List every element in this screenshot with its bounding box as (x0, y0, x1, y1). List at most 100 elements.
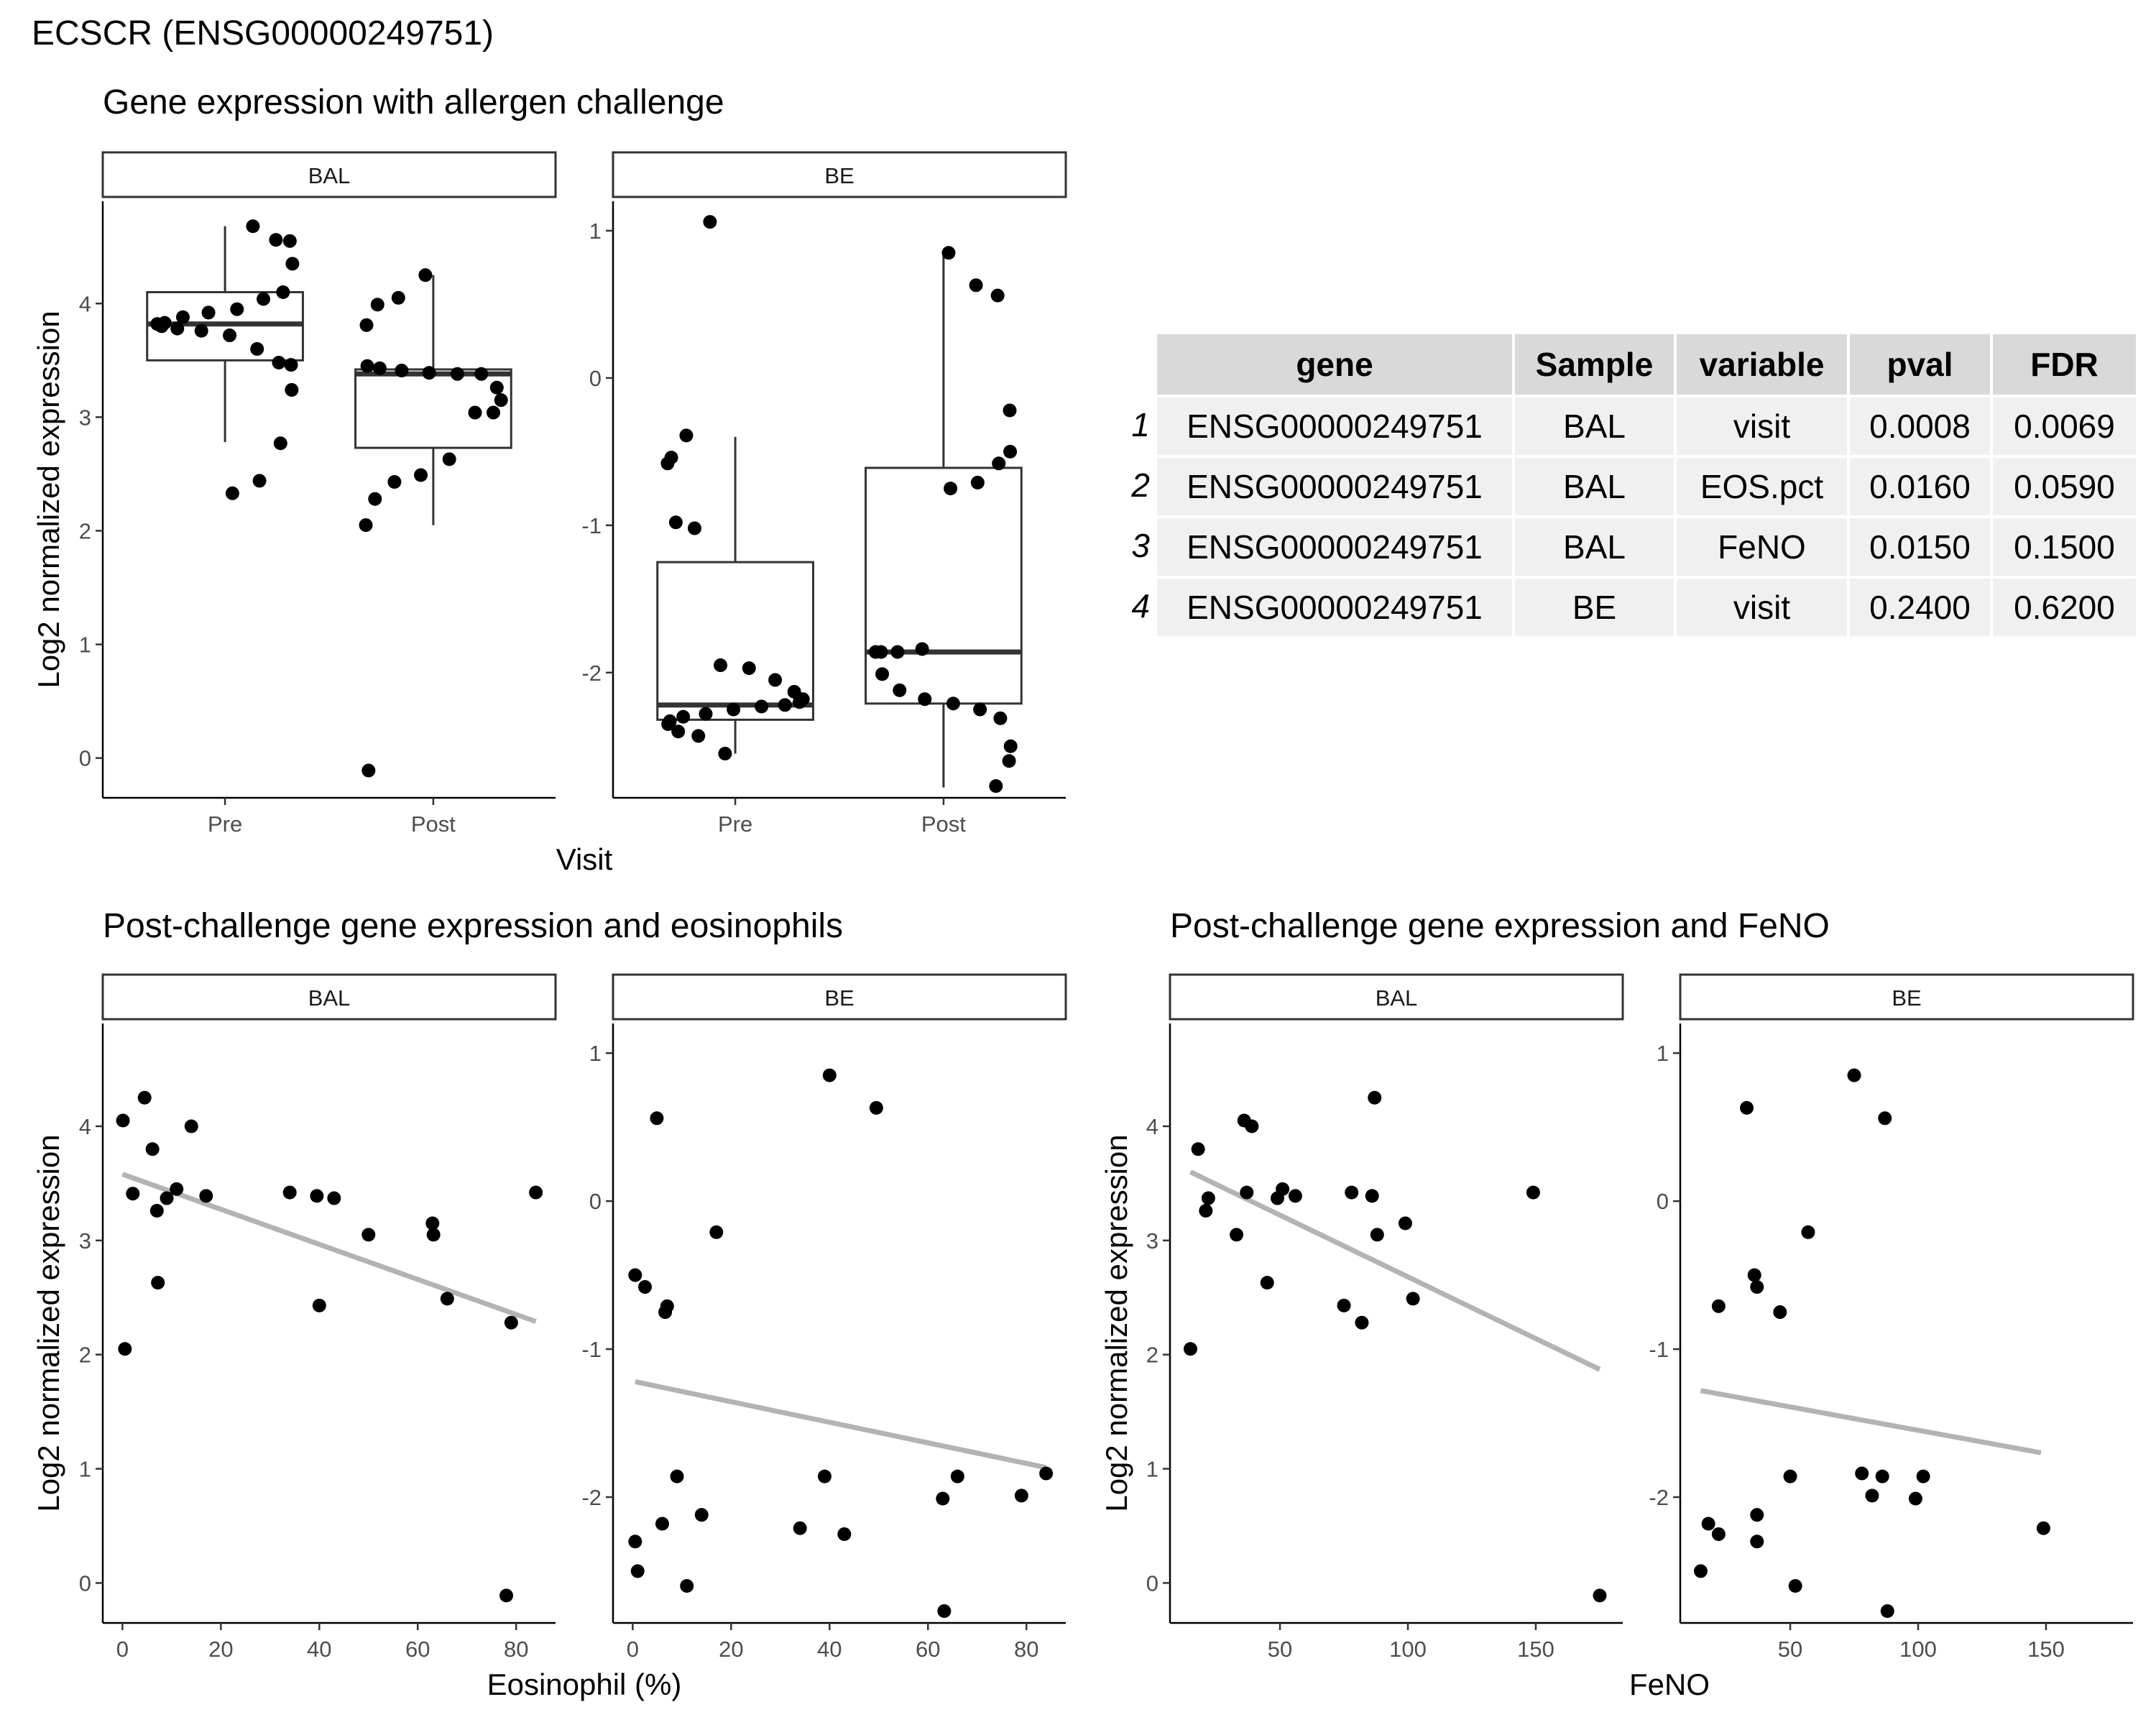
data-point (655, 1517, 669, 1531)
data-point (893, 683, 907, 697)
data-point (1199, 1204, 1213, 1218)
strip-box (1169, 973, 1624, 1021)
table-row: 2 ENSG00000249751 BAL EOS.pct 0.0160 0.0590 (1130, 458, 2136, 515)
data-point (1750, 1535, 1764, 1549)
data-point (679, 428, 694, 443)
data-point (284, 358, 298, 372)
table-header-label: FDR (2030, 346, 2099, 383)
x-tick-label: 80 (504, 1637, 528, 1662)
data-point (155, 319, 169, 334)
data-point (714, 658, 728, 673)
data-point (1406, 1292, 1420, 1306)
table-header-cell (1515, 334, 1674, 395)
data-point (1908, 1491, 1922, 1506)
data-point (1365, 1189, 1379, 1203)
data-point (1750, 1508, 1764, 1522)
data-point (1701, 1517, 1715, 1531)
table-row: 3 ENSG00000249751 BAL FeNO 0.0150 0.1500 (1131, 518, 2136, 576)
data-point (137, 1090, 152, 1105)
data-point (1593, 1588, 1607, 1603)
strip-label: BAL (308, 985, 351, 1011)
chart-title: Post-challenge gene expression and FeNO (1170, 907, 1830, 945)
table-cell-text: 0.0160 (1869, 468, 1971, 505)
data-point (822, 1068, 837, 1082)
data-point (230, 302, 244, 316)
data-point (440, 1292, 454, 1306)
data-point (201, 305, 216, 320)
table-cell-text: visit (1733, 589, 1790, 626)
table-header-label: variable (1700, 346, 1825, 383)
strip-label: BE (824, 985, 854, 1011)
x-tick-label: Pre (718, 811, 752, 837)
data-point (1260, 1276, 1274, 1290)
box-post (865, 252, 1023, 788)
table-cell (1515, 518, 1674, 576)
data-point (1276, 1182, 1290, 1196)
data-point (915, 642, 929, 656)
data-point (661, 717, 676, 732)
data-point (1183, 1342, 1197, 1356)
table-cell (1993, 397, 2136, 455)
strip-box (612, 151, 1067, 198)
data-point (1002, 754, 1016, 768)
data-point (282, 234, 297, 248)
data-point (225, 486, 239, 500)
stats-table: gene Sample variable pval FDR 1 ENSG0000024975… (1130, 334, 2136, 636)
fit-line (1700, 1388, 2042, 1455)
row-index: 2 (1130, 466, 1150, 504)
table-cell (1515, 397, 1674, 455)
data-point (1345, 1185, 1359, 1200)
data-point (694, 1508, 709, 1522)
data-point (1865, 1489, 1879, 1503)
x-tick-label: 40 (307, 1637, 331, 1662)
data-point (992, 456, 1006, 471)
data-point (628, 1535, 642, 1549)
table-cell-text: BAL (1563, 528, 1626, 566)
data-point (1783, 1469, 1797, 1484)
y-tick-label: 2 (1146, 1343, 1158, 1368)
fit-line (1189, 1169, 1601, 1372)
data-point (1526, 1185, 1540, 1200)
table-cell (1677, 579, 1847, 636)
data-point (359, 318, 374, 332)
data-point (450, 367, 464, 381)
table-cell (1850, 518, 1990, 576)
chart-title: Gene expression with allergen challenge (103, 83, 724, 121)
data-point (359, 518, 373, 533)
x-tick-label: Pre (208, 811, 242, 837)
data-point (793, 1521, 807, 1535)
data-point (361, 1228, 376, 1242)
data-point (1788, 1579, 1802, 1593)
data-point (1750, 1280, 1764, 1294)
data-point (638, 1280, 653, 1294)
data-point (650, 1111, 664, 1126)
data-point (1747, 1268, 1761, 1282)
data-point (742, 661, 756, 676)
data-point (372, 361, 387, 375)
data-point (285, 257, 300, 271)
table-cell-text: 0.0150 (1869, 528, 1971, 566)
data-point (1740, 1100, 1754, 1115)
data-point (370, 298, 384, 312)
data-point (414, 468, 428, 482)
data-point (837, 1527, 852, 1541)
data-point (918, 692, 932, 707)
strip-label: BE (824, 163, 854, 188)
data-point (1003, 403, 1017, 418)
y-tick-label: -1 (1649, 1337, 1669, 1362)
data-point (395, 364, 409, 378)
data-point (126, 1187, 140, 1201)
data-point (257, 292, 271, 306)
data-point (151, 1276, 165, 1290)
data-point (1773, 1305, 1787, 1320)
table-cell-text: ENSG00000249751 (1187, 408, 1483, 445)
data-point (116, 1113, 130, 1128)
data-point (699, 707, 713, 721)
x-tick-label: Post (411, 811, 456, 837)
data-point (175, 310, 190, 324)
row-index: 3 (1131, 527, 1150, 564)
data-point (149, 1204, 164, 1218)
data-point (285, 382, 299, 397)
y-tick-label: -2 (581, 661, 602, 686)
